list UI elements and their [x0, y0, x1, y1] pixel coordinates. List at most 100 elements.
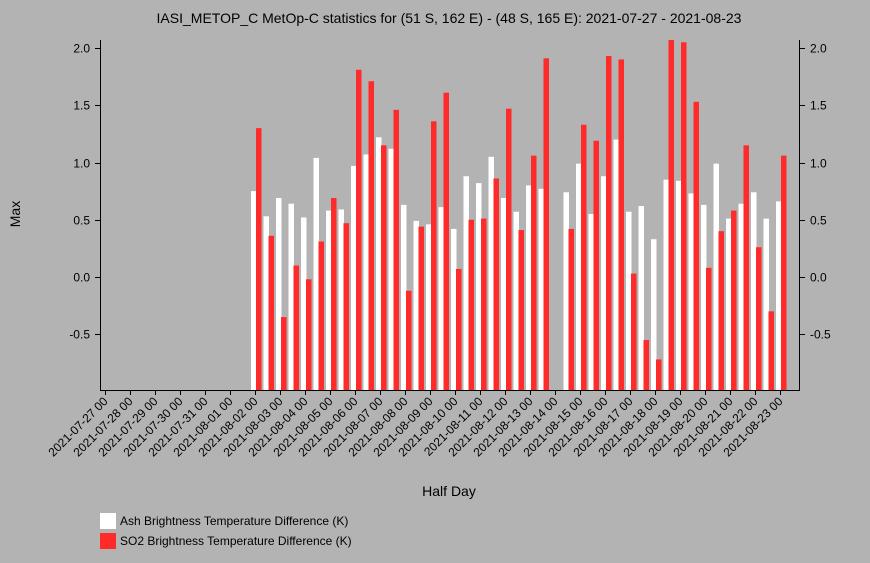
ash-bar: [601, 176, 607, 390]
so2-bar: [381, 145, 387, 390]
ash-bar: [301, 217, 307, 390]
so2-bar: [506, 108, 512, 390]
legend: Ash Brightness Temperature Difference (K…: [100, 511, 352, 551]
y-axis-title: Max: [7, 201, 23, 227]
so2-bar: [468, 219, 474, 390]
ash-bar: [376, 137, 382, 390]
y-tick-label-right: 1.0: [810, 157, 827, 171]
ash-bar: [638, 206, 644, 390]
so2-bar: [606, 56, 612, 390]
so2-bar: [681, 42, 687, 391]
ash-bar: [476, 183, 482, 390]
ash-bar: [763, 218, 769, 390]
so2-bar: [731, 210, 737, 390]
so2-bar: [356, 69, 362, 390]
ash-bar: [576, 163, 582, 390]
so2-bar: [656, 359, 662, 390]
y-tick-label-left: 0.5: [73, 214, 90, 228]
y-tick-label-left: 1.0: [73, 157, 90, 171]
so2-bar: [443, 92, 449, 390]
so2-bar: [456, 268, 462, 390]
ash-bar: [676, 180, 682, 390]
so2-bar: [256, 128, 262, 390]
ash-bar: [713, 163, 719, 390]
so2-bar: [668, 39, 674, 391]
chart-title: IASI_METOP_C MetOp-C statistics for (51 …: [157, 10, 742, 26]
y-tick-label-right: -0.5: [810, 328, 831, 342]
ash-bar: [451, 228, 457, 390]
so2-bar: [743, 145, 749, 390]
ash-bar: [738, 203, 744, 390]
ash-bar: [563, 192, 569, 390]
y-tick-label-left: 2.0: [73, 42, 90, 56]
ash-bar: [413, 220, 419, 390]
y-tick-label-right: 1.5: [810, 99, 827, 113]
so2-bar: [631, 273, 637, 390]
y-tick-label-left: 1.5: [73, 99, 90, 113]
ash-bar: [526, 185, 532, 390]
so2-bar: [481, 218, 487, 390]
so2-bar: [306, 279, 312, 390]
so2-bar: [418, 226, 424, 390]
so2-bar: [568, 228, 574, 390]
ash-bar: [488, 156, 494, 390]
so2-bar: [643, 339, 649, 390]
ash-bar: [613, 139, 619, 390]
y-tick-label-left: -0.5: [69, 328, 90, 342]
ash-bar: [401, 204, 407, 390]
y-tick-label-right: 0.5: [810, 214, 827, 228]
ash-bar: [513, 211, 519, 390]
x-axis-title: Half Day: [422, 483, 476, 499]
so2-bar: [531, 155, 537, 390]
so2-bar: [406, 290, 412, 390]
ash-bar: [251, 191, 257, 390]
ash-bar: [701, 204, 707, 390]
ash-bar: [538, 188, 544, 390]
ash-bar: [776, 201, 782, 390]
ash-bar: [326, 210, 332, 390]
ash-bar: [438, 207, 444, 390]
so2-bar: [318, 241, 324, 390]
ash-bar: [688, 193, 694, 390]
so2-bar: [756, 247, 762, 390]
ash-bar: [288, 203, 294, 390]
ash-bar: [463, 176, 469, 390]
so2-bar: [293, 265, 299, 390]
so2-bar: [268, 235, 274, 390]
ash-bar: [626, 211, 632, 390]
so2-bar: [768, 311, 774, 390]
so2-bar: [718, 231, 724, 390]
ash-bar: [426, 224, 432, 390]
ash-bar: [663, 179, 669, 390]
legend-item-ash: Ash Brightness Temperature Difference (K…: [100, 511, 352, 531]
so2-bar: [581, 124, 587, 390]
so2-bar: [781, 155, 787, 390]
ash-bar: [276, 197, 282, 390]
so2-bar: [693, 101, 699, 390]
so2-bar: [543, 58, 549, 391]
ash-bar: [313, 157, 319, 390]
y-tick-label-right: 2.0: [810, 42, 827, 56]
ash-bar: [751, 192, 757, 390]
so2-bar: [518, 230, 524, 390]
ash-bar: [338, 209, 344, 390]
y-tick-label-right: 0.0: [810, 271, 827, 285]
so2-bar: [393, 109, 399, 390]
ash-bar: [726, 218, 732, 390]
legend-swatch-so2: [100, 533, 116, 549]
legend-label-ash: Ash Brightness Temperature Difference (K…: [120, 514, 349, 528]
so2-bar: [618, 59, 624, 390]
legend-item-so2: SO2 Brightness Temperature Difference (K…: [100, 531, 352, 551]
so2-bar: [431, 121, 437, 390]
ash-bar: [588, 214, 594, 390]
legend-label-so2: SO2 Brightness Temperature Difference (K…: [120, 534, 352, 548]
y-tick-label-left: 0.0: [73, 271, 90, 285]
so2-bar: [281, 317, 287, 390]
so2-bar: [493, 178, 499, 390]
ash-bar: [263, 216, 269, 390]
ash-bar: [363, 154, 369, 390]
ash-bar: [501, 197, 507, 390]
so2-bar: [706, 267, 712, 390]
so2-bar: [331, 197, 337, 390]
